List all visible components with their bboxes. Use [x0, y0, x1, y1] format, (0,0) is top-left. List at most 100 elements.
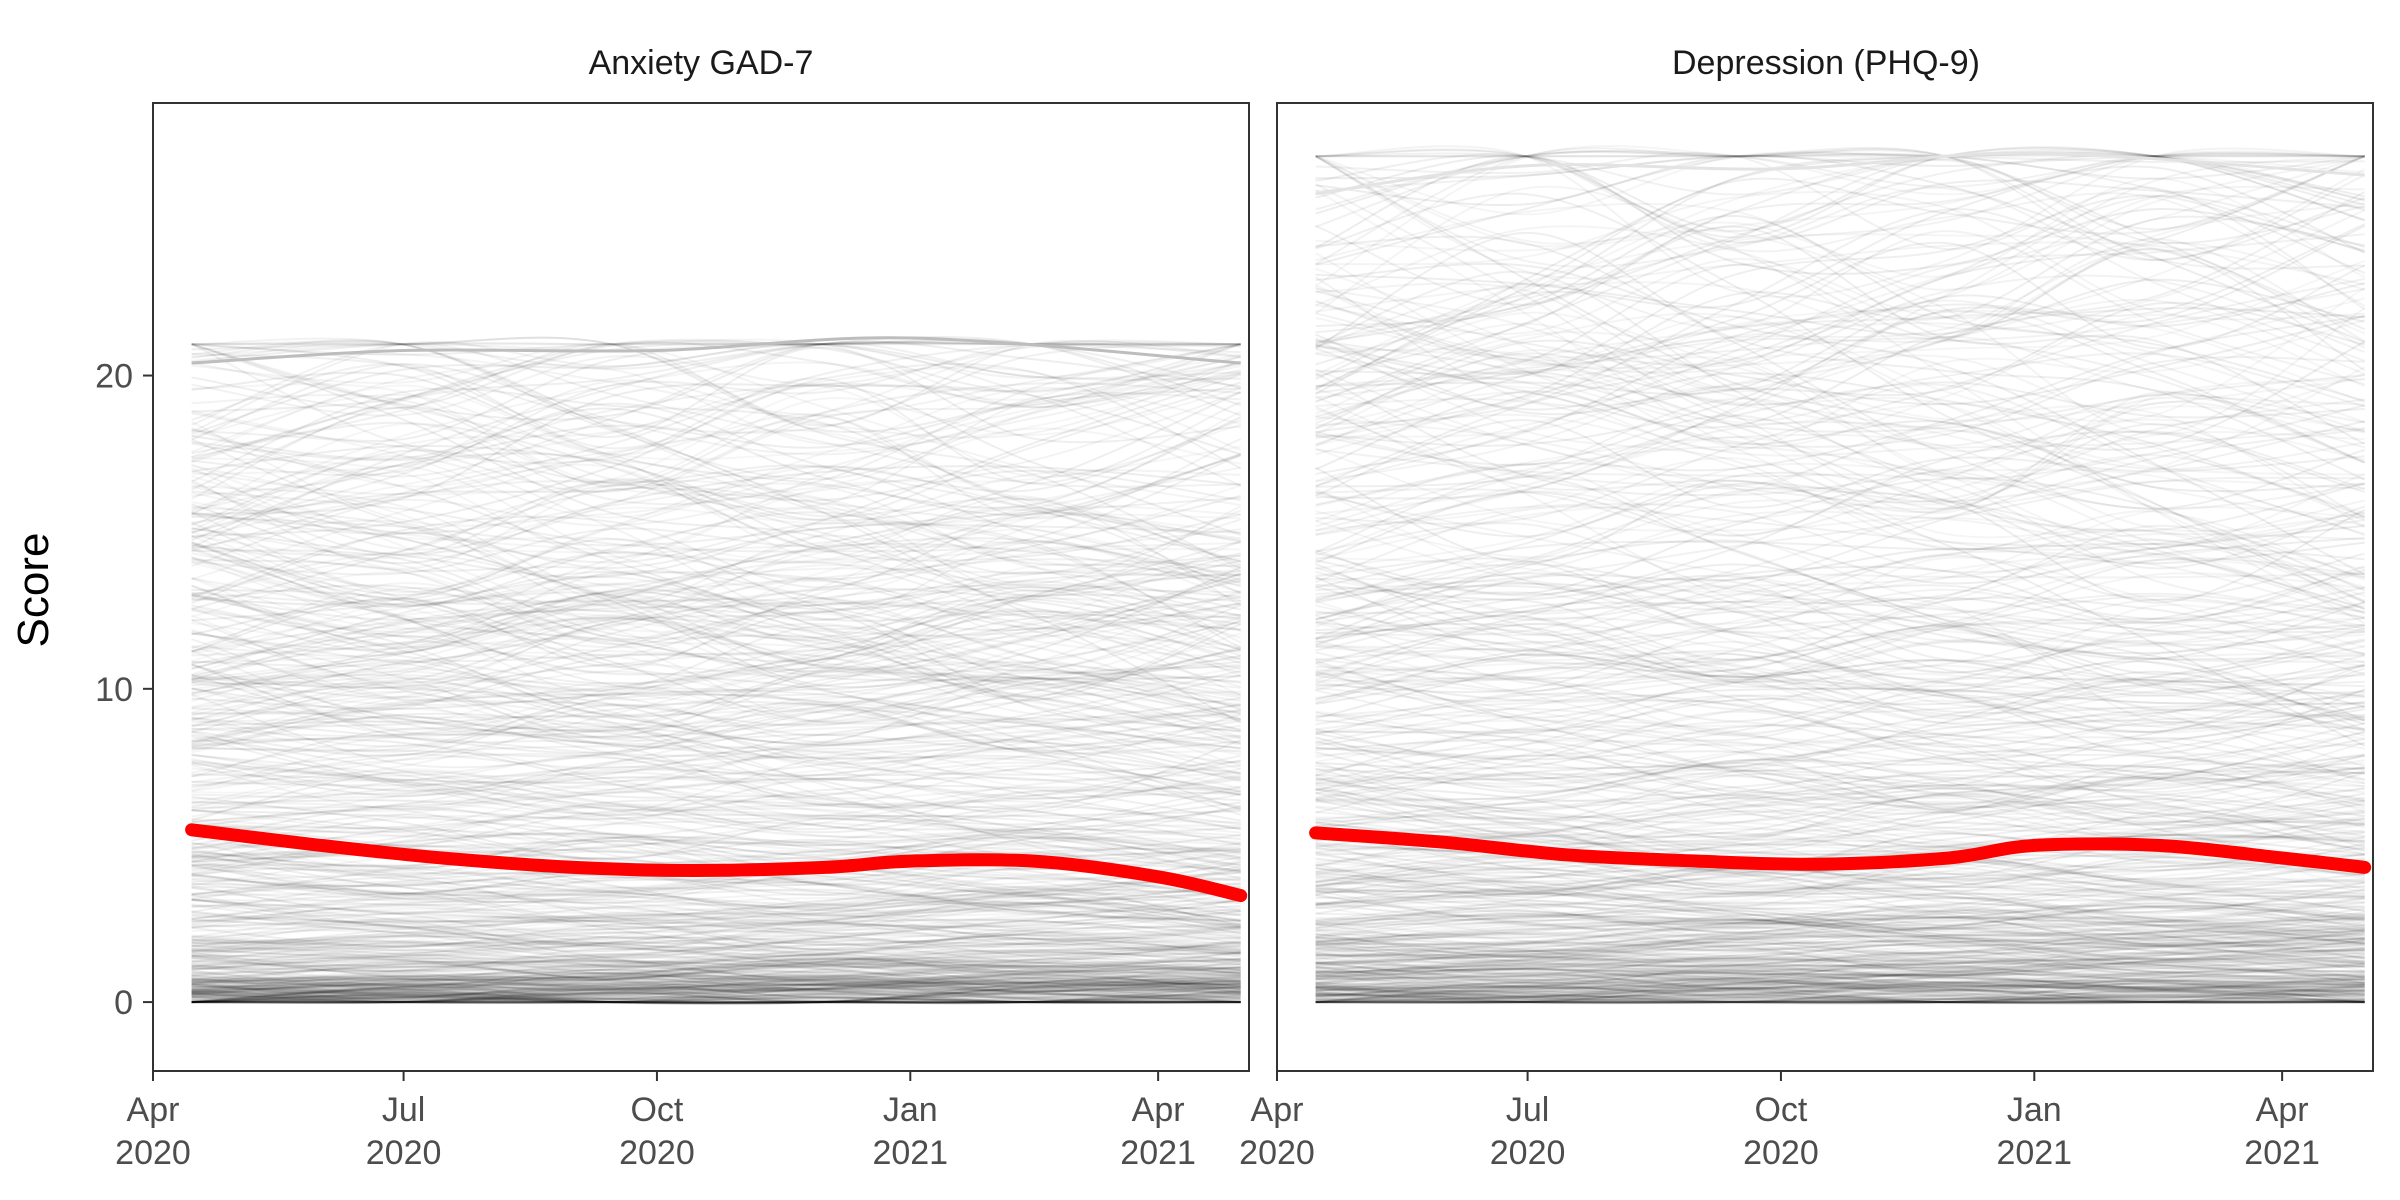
individual-trajectory: [1315, 975, 2365, 1005]
individual-trajectory: [1315, 149, 2365, 211]
individual-trajectory: [1315, 947, 2365, 989]
individual-trajectory: [1315, 893, 2365, 960]
individual-trajectory: [1315, 914, 2365, 952]
individual-trajectory: [1315, 903, 2365, 964]
individual-trajectory: [1315, 454, 2365, 641]
individual-trajectory: [1315, 961, 2365, 993]
individual-trajectory: [1315, 796, 2365, 892]
individual-trajectory: [191, 342, 1241, 478]
individual-trajectory: [191, 977, 1241, 1004]
individual-trajectory: [191, 597, 1241, 681]
individual-trajectory: [191, 697, 1241, 797]
individual-trajectory: [1315, 614, 2365, 755]
individual-trajectory: [191, 342, 1241, 507]
individual-trajectory: [191, 709, 1241, 742]
individual-trajectory: [1315, 888, 2365, 944]
individual-trajectory: [1315, 983, 2365, 1004]
individual-trajectory: [191, 981, 1241, 1005]
individual-trajectory: [191, 754, 1241, 809]
x-tick-label-year: 2021: [1120, 1134, 1196, 1172]
individual-trajectory: [191, 944, 1241, 994]
individual-trajectory: [1315, 991, 2365, 1004]
individual-trajectory: [1315, 982, 2365, 1004]
individual-trajectory: [1315, 993, 2365, 1004]
individual-trajectory: [191, 677, 1241, 744]
individual-trajectory: [1315, 769, 2365, 851]
individual-trajectory: [191, 892, 1241, 958]
individual-trajectory: [191, 571, 1241, 685]
individual-trajectory: [191, 981, 1241, 1004]
individual-trajectory: [1315, 614, 2365, 687]
individual-trajectory: [1315, 981, 2365, 1004]
individual-trajectory: [191, 589, 1241, 676]
individual-trajectory: [191, 465, 1241, 565]
individual-trajectory: [191, 933, 1241, 979]
individual-trajectory: [1315, 156, 2365, 291]
individual-trajectory: [1315, 991, 2365, 1004]
individual-trajectory: [191, 966, 1241, 989]
individual-trajectory: [191, 983, 1241, 1004]
individual-trajectory: [1315, 759, 2365, 820]
individual-trajectory: [191, 523, 1241, 599]
individual-trajectory: [1315, 954, 2365, 986]
individual-trajectory: [191, 979, 1241, 1004]
individual-trajectory: [1315, 388, 2366, 529]
individual-trajectory: [1315, 853, 2365, 893]
individual-trajectory: [191, 907, 1241, 947]
individual-trajectory: [191, 627, 1241, 728]
individual-trajectory: [1315, 971, 2365, 992]
individual-trajectory: [191, 983, 1241, 1000]
individual-trajectory: [191, 921, 1241, 957]
individual-trajectory: [191, 985, 1241, 1004]
individual-trajectory: [191, 779, 1241, 836]
individual-trajectory: [1315, 896, 2365, 940]
individual-trajectory: [1315, 810, 2365, 868]
individual-trajectory: [1315, 209, 2366, 331]
individual-trajectory: [1315, 307, 2365, 429]
individual-trajectory: [1315, 574, 2365, 655]
individual-trajectory: [1315, 627, 2365, 679]
individual-trajectory: [191, 738, 1241, 870]
individual-trajectory: [191, 730, 1241, 834]
individual-trajectory: [191, 795, 1241, 861]
individual-trajectory: [1315, 879, 2365, 955]
individual-trajectory: [1315, 194, 2366, 380]
individual-trajectory: [191, 599, 1241, 697]
individual-trajectory: [1315, 585, 2366, 734]
individual-trajectory: [1315, 563, 2365, 708]
individual-trajectory: [191, 373, 1242, 579]
individual-trajectory: [1315, 247, 2366, 359]
individual-trajectory: [1315, 975, 2365, 1004]
individual-trajectory: [191, 951, 1241, 964]
individual-trajectory: [1315, 775, 2365, 827]
individual-trajectory: [191, 715, 1241, 808]
individual-trajectory: [191, 960, 1241, 1004]
individual-trajectory: [1315, 155, 2365, 286]
individual-trajectory: [1315, 901, 2365, 933]
individual-trajectory: [1315, 145, 2365, 298]
individual-trajectory: [1315, 152, 2365, 254]
individual-trajectory: [191, 941, 1241, 981]
panel-depression: Depression (PHQ-9) Apr 2020 Jul 2020 Oct 2020…: [1239, 44, 2374, 1172]
individual-trajectory: [1315, 762, 2365, 846]
individual-trajectory: [191, 438, 1242, 649]
individual-trajectory: [1315, 352, 2365, 425]
individual-trajectory: [191, 593, 1241, 702]
individual-trajectory: [191, 976, 1241, 998]
individual-trajectory: [191, 564, 1241, 653]
individual-trajectory: [1315, 248, 2366, 387]
individual-trajectory: [191, 558, 1241, 646]
individual-trajectory: [1315, 299, 2366, 483]
individual-trajectory: [1315, 231, 2366, 481]
individual-trajectory: [191, 986, 1241, 1004]
individual-trajectory: [191, 617, 1241, 745]
individual-trajectory: [191, 663, 1241, 809]
individual-trajectory: [1315, 657, 2365, 706]
individual-trajectory: [1315, 928, 2365, 964]
individual-trajectory: [1315, 993, 2365, 1004]
individual-trajectory: [191, 714, 1241, 830]
individual-trajectory: [1315, 707, 2365, 829]
individual-trajectory: [1315, 914, 2365, 945]
individual-trajectory: [1315, 901, 2365, 947]
individual-trajectory: [1315, 463, 2365, 610]
